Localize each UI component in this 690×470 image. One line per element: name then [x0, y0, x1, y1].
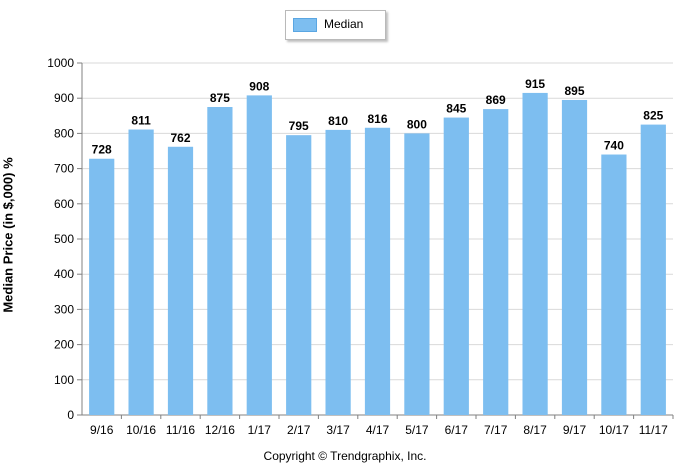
data-label: 895 [564, 84, 584, 98]
y-tick-label: 400 [54, 267, 74, 281]
data-label: 795 [289, 119, 309, 133]
x-tick-label: 12/16 [205, 423, 235, 437]
data-label: 740 [604, 139, 624, 153]
x-tick-label: 9/17 [563, 423, 587, 437]
x-tick-label: 11/16 [166, 423, 195, 437]
x-tick-label: 8/17 [523, 423, 547, 437]
y-tick-label: 800 [54, 126, 74, 140]
bar [246, 95, 272, 415]
y-tick-label: 900 [54, 91, 74, 105]
x-tick-label: 11/17 [639, 423, 668, 437]
data-label: 869 [486, 93, 506, 107]
y-tick-label: 1000 [47, 56, 74, 70]
data-label: 825 [643, 109, 663, 123]
bar [561, 99, 588, 416]
x-tick-label: 5/17 [405, 423, 429, 437]
legend: Median [285, 10, 386, 40]
x-tick-label: 4/17 [366, 423, 390, 437]
copyright-text: Copyright © Trendgraphix, Inc. [263, 449, 427, 463]
legend-swatch-median [293, 18, 317, 32]
bar [89, 158, 115, 415]
x-tick-label: 9/16 [90, 423, 114, 437]
data-label: 811 [131, 114, 151, 128]
x-tick-label: 10/17 [599, 423, 629, 437]
bar [364, 127, 391, 415]
x-tick-label: 10/16 [126, 423, 156, 437]
bar [207, 107, 233, 415]
y-tick-label: 100 [54, 373, 74, 387]
bar [404, 133, 430, 415]
data-label: 845 [446, 102, 466, 116]
bar [640, 124, 666, 415]
data-label: 800 [407, 117, 427, 131]
x-tick-label: 2/17 [287, 423, 311, 437]
legend-label-median: Median [324, 17, 364, 31]
x-tick-label: 1/17 [248, 423, 272, 437]
bar [325, 129, 351, 415]
bar [128, 129, 154, 415]
y-tick-label: 200 [54, 338, 74, 352]
y-axis-title: Median Price (in $,000) % [0, 157, 16, 313]
x-tick-label: 7/17 [484, 423, 508, 437]
y-tick-label: 500 [54, 232, 74, 246]
bar [601, 154, 627, 415]
data-label: 762 [170, 131, 190, 145]
data-label: 816 [367, 112, 387, 126]
y-tick-label: 600 [54, 197, 74, 211]
data-label: 728 [92, 143, 112, 157]
bar [167, 146, 194, 415]
bar [483, 109, 509, 415]
bar [522, 92, 548, 416]
x-tick-label: 6/17 [445, 423, 469, 437]
data-label: 810 [328, 114, 348, 128]
data-label: 915 [525, 77, 545, 91]
bar [443, 117, 469, 415]
bar [286, 135, 312, 415]
y-tick-label: 300 [54, 302, 74, 316]
data-label: 908 [249, 79, 269, 93]
data-label: 875 [210, 91, 230, 105]
y-tick-label: 0 [67, 408, 74, 422]
x-tick-label: 3/17 [326, 423, 350, 437]
y-tick-label: 700 [54, 162, 74, 176]
